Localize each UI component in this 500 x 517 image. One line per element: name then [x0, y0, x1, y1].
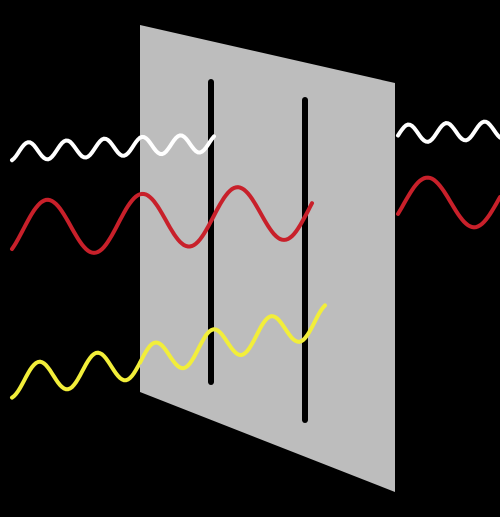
- wave-yellow-on-panel: [138, 303, 327, 371]
- wave-white-right: [396, 119, 500, 144]
- wave-red-left: [10, 192, 142, 255]
- wave-white-on-panel: [138, 133, 216, 157]
- polarizer-panel: [140, 25, 395, 492]
- wave-red-right: [396, 175, 500, 230]
- wave-red-on-panel: [138, 185, 314, 249]
- wave-white-left: [10, 135, 142, 163]
- wave-yellow-left: [10, 350, 142, 400]
